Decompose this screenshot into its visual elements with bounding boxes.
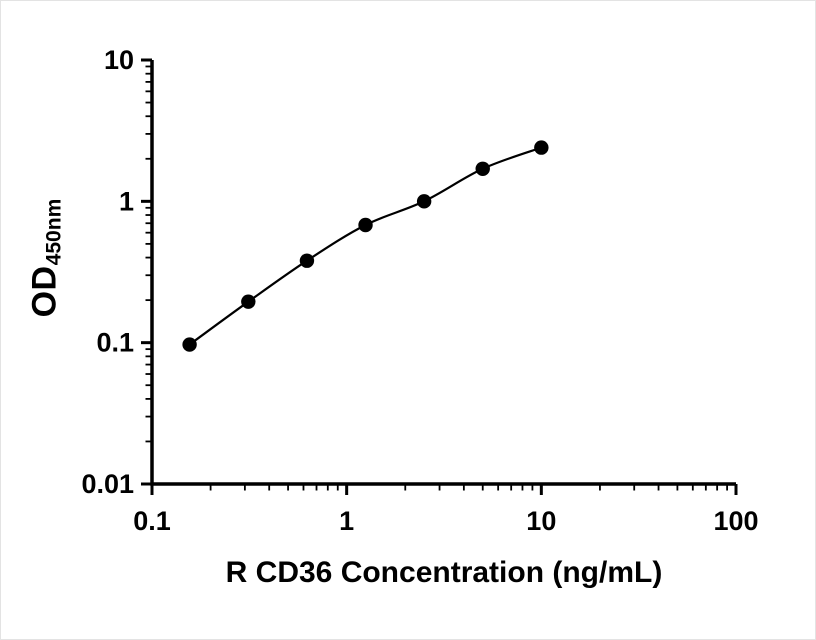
x-tick-label: 1 [339,506,354,536]
data-point [534,140,549,155]
data-point [416,194,432,209]
y-tick-label: 0.1 [96,328,134,358]
data-point [241,294,256,309]
y-tick-label: 1 [119,186,134,216]
data-point [182,337,197,352]
y-tick-label: 10 [104,45,134,75]
y-axis-title-main: OD [25,265,64,318]
y-tick-label: 0.01 [81,469,134,499]
x-tick-label: 0.1 [133,506,171,536]
data-point [299,253,315,268]
data-point [475,161,490,176]
x-tick-label: 100 [713,506,758,536]
fit-curve [188,146,542,346]
x-tick-label: 10 [526,506,556,536]
data-point [358,217,373,233]
x-axis-title: R CD36 Concentration (ng/mL) [225,556,663,589]
y-axis-title: OD450nm [26,199,67,318]
axis-lines [150,60,736,486]
y-axis-title-subscript: 450nm [42,198,66,266]
